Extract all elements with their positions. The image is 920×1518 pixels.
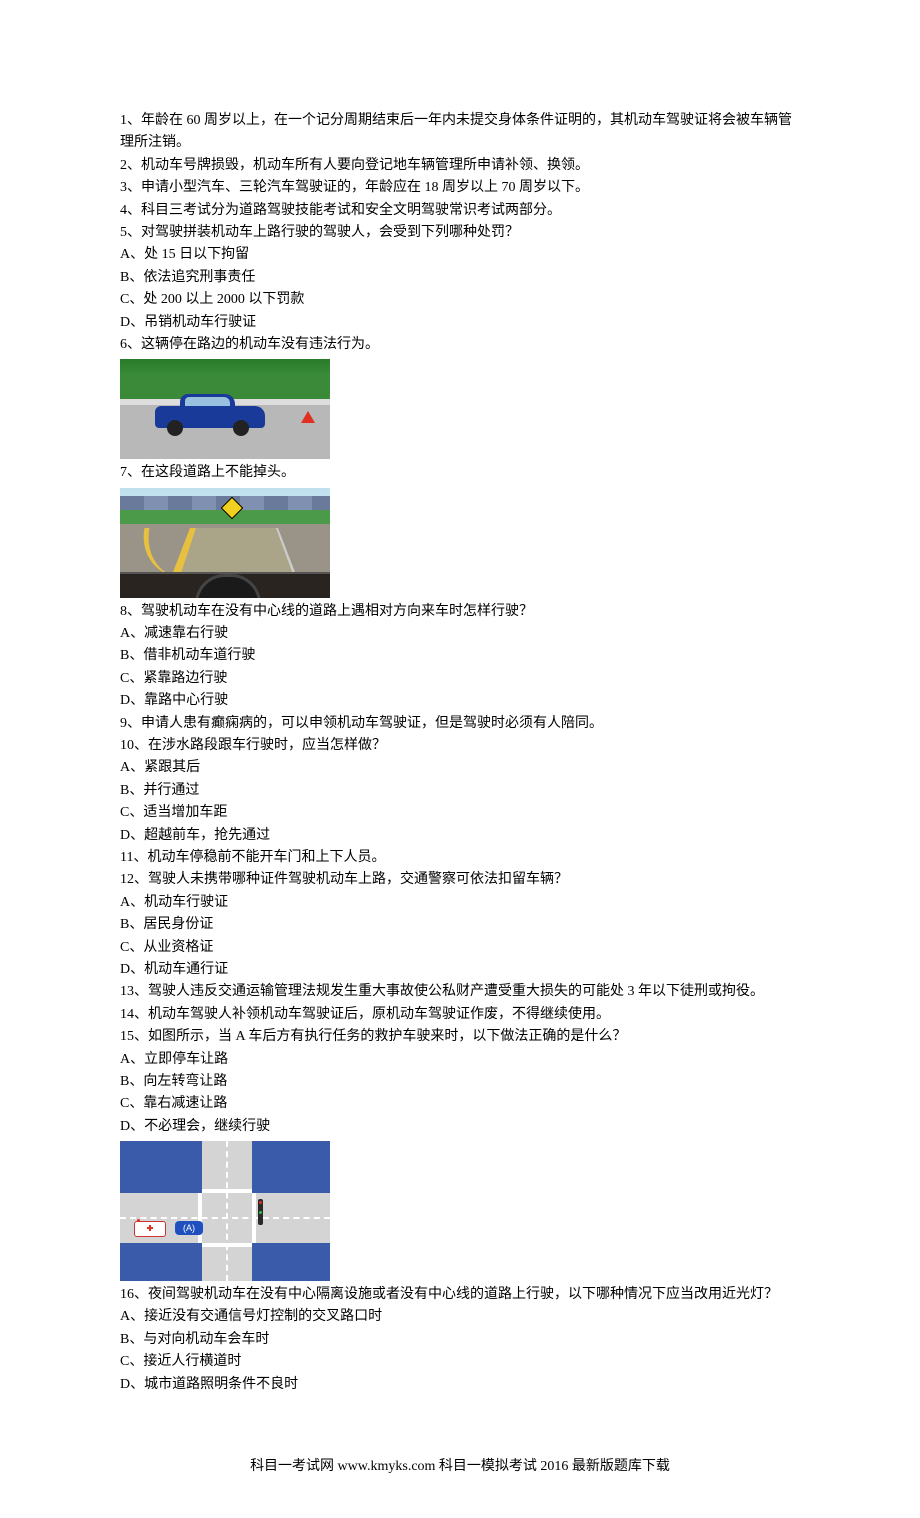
car-wheel-rear <box>233 420 249 436</box>
question-10: 10、在涉水路段跟车行驶时，应当怎样做？ <box>120 735 800 757</box>
question-12: 12、驾驶人未携带哪种证件驾驶机动车上路，交通警察可依法扣留车辆？ <box>120 869 800 891</box>
question-2: 2、机动车号牌损毁，机动车所有人要向登记地车辆管理所申请补领、换领。 <box>120 155 800 177</box>
q8-option-b: B、借非机动车道行驶 <box>120 645 800 667</box>
question-3: 3、申请小型汽车、三轮汽车驾驶证的，年龄应在 18 周岁以上 70 周岁以下。 <box>120 177 800 199</box>
illustration-road-curve <box>120 488 330 598</box>
traffic-light-icon <box>258 1199 263 1225</box>
q5-option-a: A、处 15 日以下拘留 <box>120 244 800 266</box>
q15-option-d: D、不必理会，继续行驶 <box>120 1116 800 1138</box>
question-16: 16、夜间驾驶机动车在没有中心隔离设施或者没有中心线的道路上行驶，以下哪种情况下… <box>120 1284 800 1306</box>
question-9: 9、申请人患有癫痫病的，可以申领机动车驾驶证，但是驾驶时必须有人陪同。 <box>120 713 800 735</box>
car-wheel-front <box>167 420 183 436</box>
illust15-lane-dash-h <box>120 1217 330 1219</box>
illust6-car <box>155 394 265 436</box>
q10-option-c: C、适当增加车距 <box>120 802 800 824</box>
illust15-stopline-e <box>252 1193 256 1243</box>
q15-option-b: B、向左转弯让路 <box>120 1071 800 1093</box>
question-5: 5、对驾驶拼装机动车上路行驶的驾驶人，会受到下列哪种处罚？ <box>120 222 800 244</box>
q5-option-b: B、依法追究刑事责任 <box>120 267 800 289</box>
q12-option-d: D、机动车通行证 <box>120 959 800 981</box>
q5-option-d: D、吊销机动车行驶证 <box>120 312 800 334</box>
q16-option-c: C、接近人行横道时 <box>120 1351 800 1373</box>
q12-option-b: B、居民身份证 <box>120 914 800 936</box>
q8-option-c: C、紧靠路边行驶 <box>120 668 800 690</box>
illust15-stopline-n <box>202 1189 252 1193</box>
illustration-parked-car <box>120 359 330 459</box>
illust15-stopline-s <box>202 1243 252 1247</box>
question-1: 1、年龄在 60 周岁以上，在一个记分周期结束后一年内未提交身体条件证明的，其机… <box>120 110 800 155</box>
q8-option-a: A、减速靠右行驶 <box>120 623 800 645</box>
q15-option-c: C、靠右减速让路 <box>120 1093 800 1115</box>
q5-option-c: C、处 200 以上 2000 以下罚款 <box>120 289 800 311</box>
page-footer: 科目一考试网 www.kmyks.com 科目一模拟考试 2016 最新版题库下… <box>120 1456 800 1478</box>
question-7: 7、在这段道路上不能掉头。 <box>120 462 800 484</box>
q12-option-c: C、从业资格证 <box>120 937 800 959</box>
car-a-label: (A) <box>175 1221 203 1235</box>
illust15-stopline-w <box>198 1193 202 1243</box>
warning-triangle-icon <box>301 411 315 423</box>
question-14: 14、机动车驾驶人补领机动车驾驶证后，原机动车驾驶证作废，不得继续使用。 <box>120 1004 800 1026</box>
illust15-lane-dash-v <box>226 1141 228 1281</box>
q15-option-a: A、立即停车让路 <box>120 1049 800 1071</box>
question-4: 4、科目三考试分为道路驾驶技能考试和安全文明驾驶常识考试两部分。 <box>120 200 800 222</box>
q10-option-a: A、紧跟其后 <box>120 757 800 779</box>
question-15: 15、如图所示，当 A 车后方有执行任务的救护车驶来时，以下做法正确的是什么？ <box>120 1026 800 1048</box>
illustration-intersection: (A) <box>120 1141 330 1281</box>
q16-option-b: B、与对向机动车会车时 <box>120 1329 800 1351</box>
q10-option-d: D、超越前车，抢先通过 <box>120 825 800 847</box>
q16-option-d: D、城市道路照明条件不良时 <box>120 1374 800 1396</box>
question-6: 6、这辆停在路边的机动车没有违法行为。 <box>120 334 800 356</box>
question-11: 11、机动车停稳前不能开车门和上下人员。 <box>120 847 800 869</box>
q12-option-a: A、机动车行驶证 <box>120 892 800 914</box>
document-page: 1、年龄在 60 周岁以上，在一个记分周期结束后一年内未提交身体条件证明的，其机… <box>0 0 920 1518</box>
red-cross-icon <box>147 1225 153 1231</box>
question-13: 13、驾驶人违反交通运输管理法规发生重大事故使公私财产遭受重大损失的可能处 3 … <box>120 981 800 1003</box>
ambulance-icon <box>134 1221 166 1237</box>
question-8: 8、驾驶机动车在没有中心线的道路上遇相对方向来车时怎样行驶？ <box>120 601 800 623</box>
q16-option-a: A、接近没有交通信号灯控制的交叉路口时 <box>120 1306 800 1328</box>
q8-option-d: D、靠路中心行驶 <box>120 690 800 712</box>
q10-option-b: B、并行通过 <box>120 780 800 802</box>
